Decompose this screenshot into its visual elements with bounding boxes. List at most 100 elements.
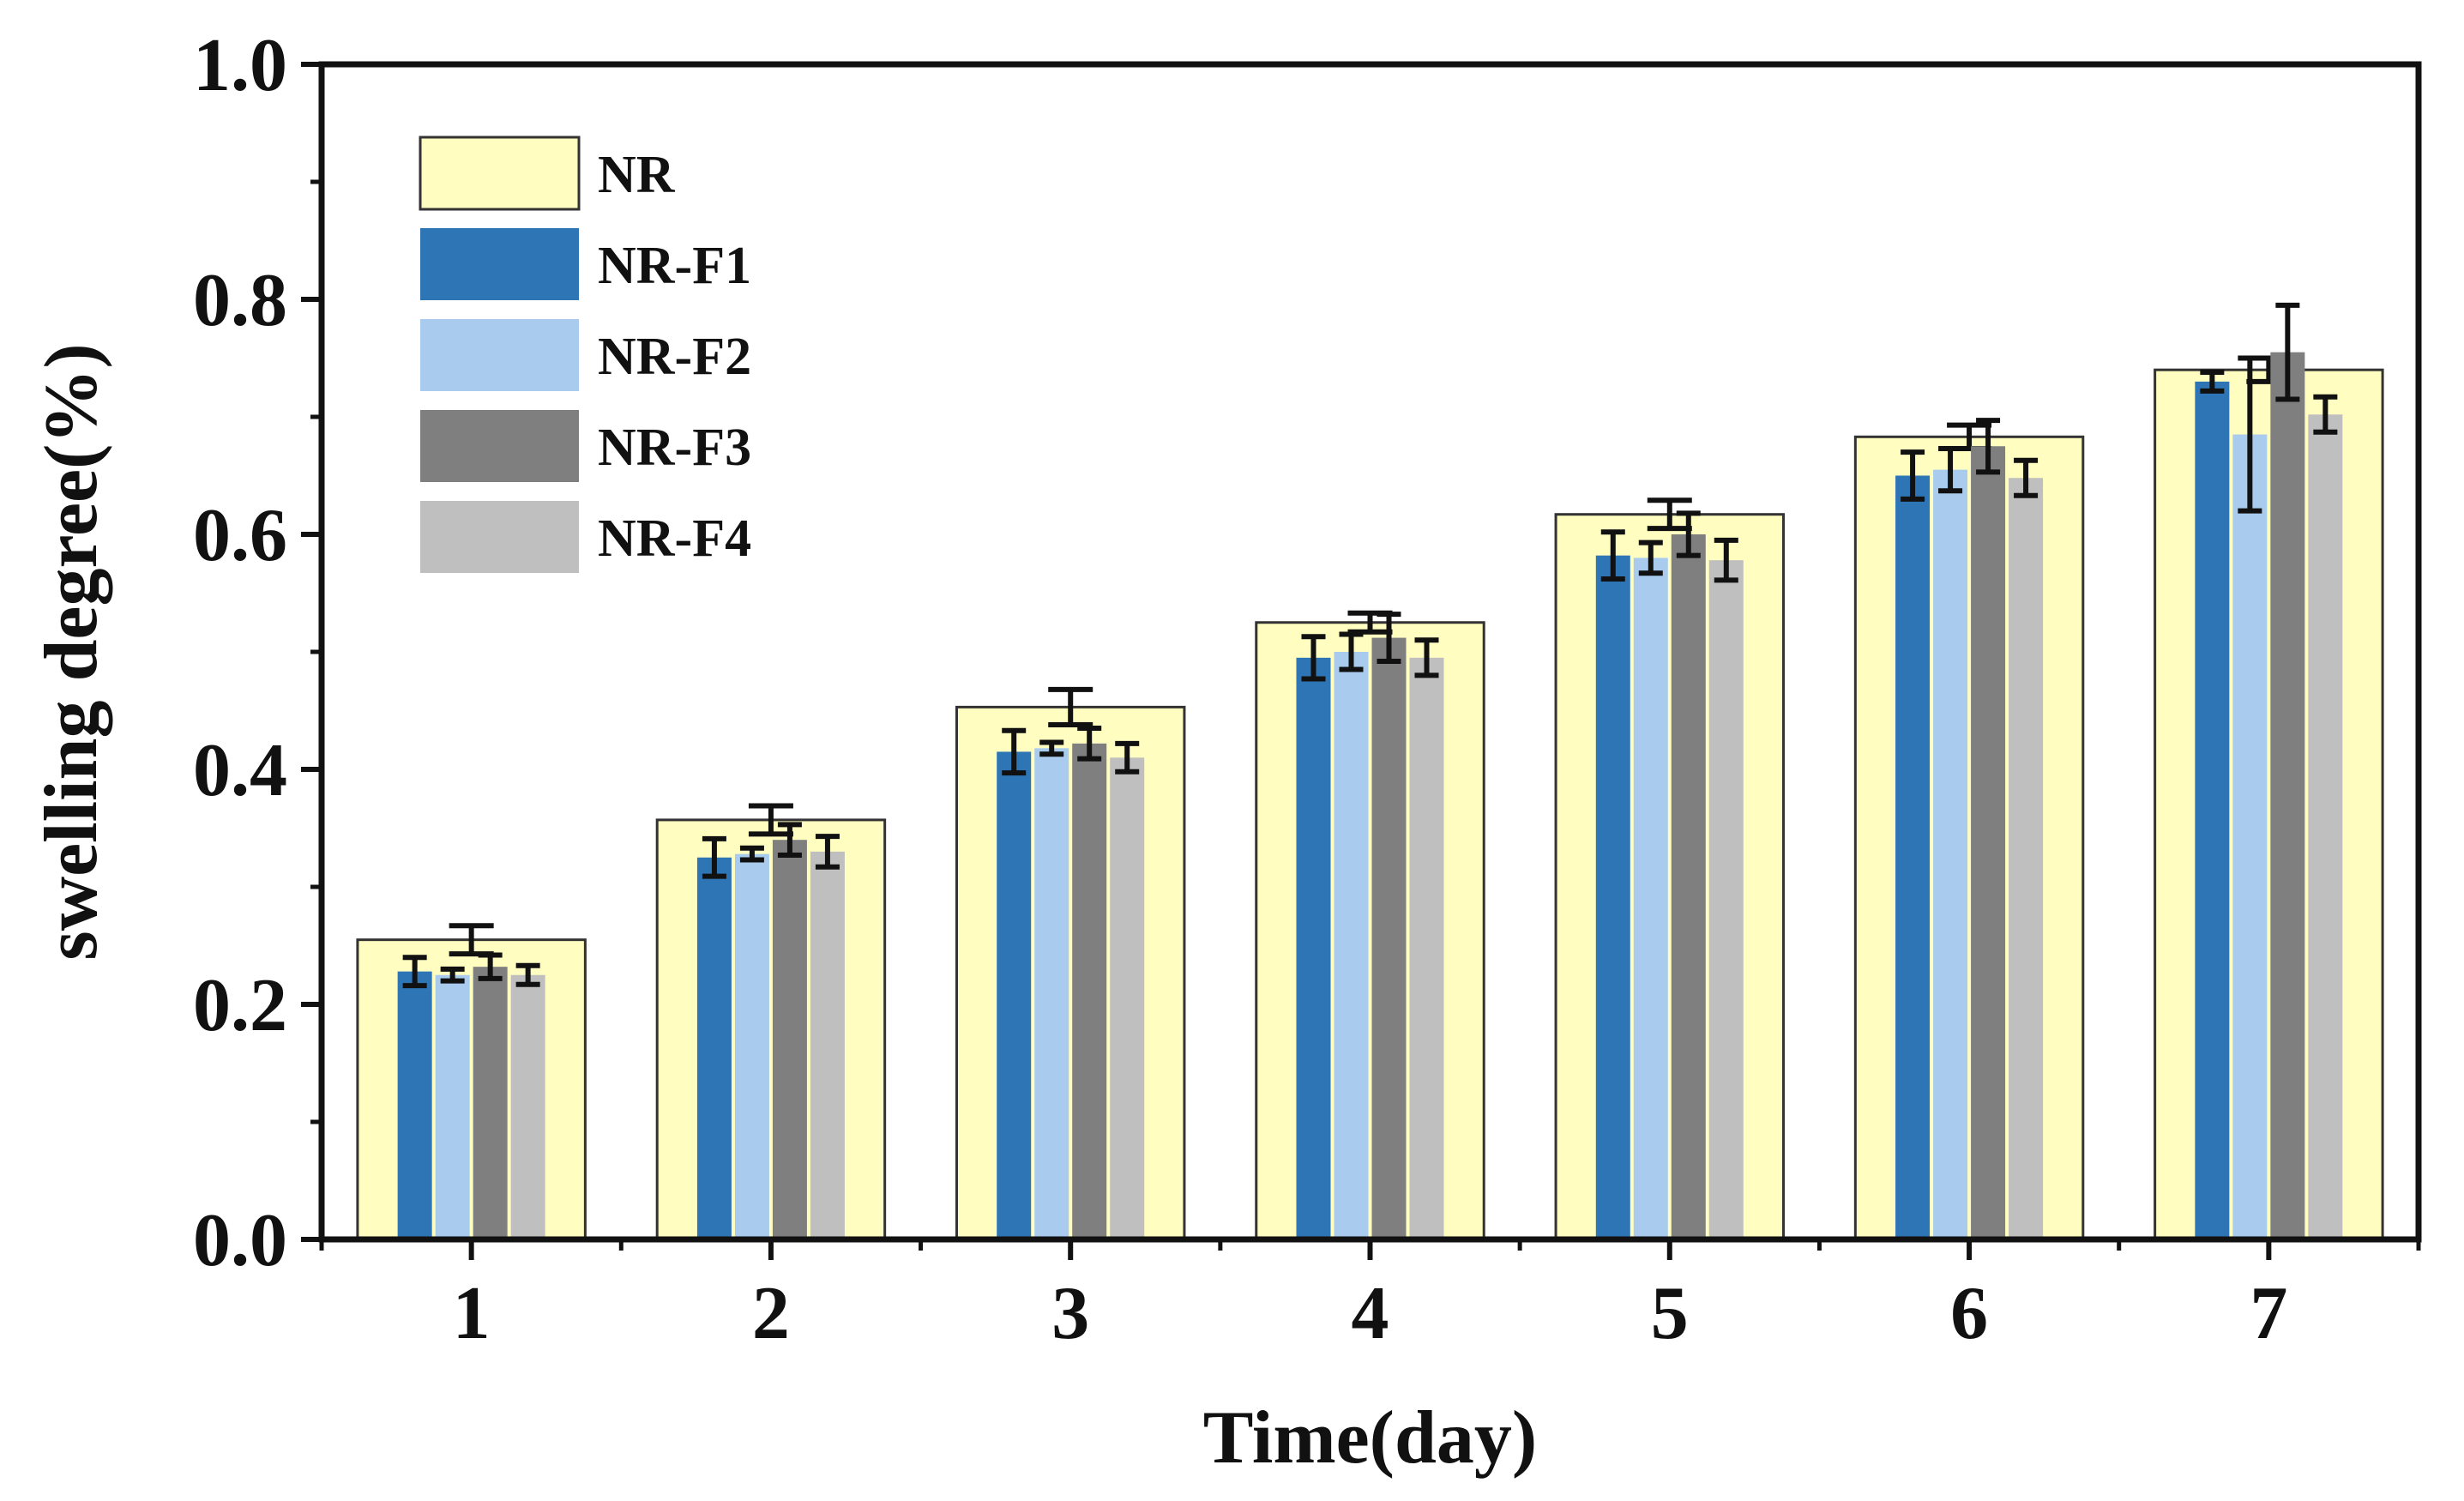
bar-nr-f2-day-3 (1034, 748, 1069, 1239)
errorbar-nr-f3-day-3 (1077, 726, 1102, 762)
bar-nr-f1-day-1 (397, 971, 432, 1239)
category-group-6 (1853, 418, 2085, 1241)
x-axis-title: Time(day) (1203, 1396, 1537, 1480)
errorbar-nr-f1-day-6 (1901, 449, 1925, 502)
bar-nr-day-4 (1255, 621, 1485, 1241)
bar-nr-f4-day-6 (2009, 478, 2044, 1239)
bar-nr-f3-day-1 (473, 967, 508, 1239)
bar-nr-f2-day-6 (1933, 469, 1968, 1239)
axes-layer: 0.0 0.2 0.4 0.6 0.8 1.0 1 2 3 4 5 6 7 (193, 24, 2422, 1355)
bar-nr-f2-day-4 (1334, 652, 1369, 1239)
bar-nr-f1-day-3 (997, 751, 1032, 1239)
legend-swatch-nr-f4 (420, 501, 579, 573)
x-tick-label-7: 7 (2250, 1272, 2287, 1355)
bar-nr-f3-day-2 (772, 840, 807, 1239)
bar-nr-day-6 (1853, 435, 2085, 1241)
category-group-7 (2154, 302, 2384, 1241)
y-tick-label-0.0: 0.0 (193, 1199, 287, 1282)
legend-swatch-nr-f1 (420, 228, 579, 300)
bar-nr-f4-day-1 (510, 974, 545, 1239)
y-tick-label-0.2: 0.2 (193, 964, 287, 1047)
errorbar-nr-f2-day-5 (1638, 540, 1663, 576)
legend-label-nr-f4: NR-F4 (598, 509, 751, 568)
legend-label-nr-f2: NR-F2 (598, 328, 751, 386)
y-tick-label-0.4: 0.4 (193, 729, 287, 812)
bar-nr-day-7 (2154, 368, 2384, 1241)
errorbar-nr-f2-day-1 (440, 966, 465, 984)
category-group-2 (655, 803, 887, 1241)
bar-nr-f2-day-1 (435, 974, 470, 1239)
bar-nr-f3-day-6 (1971, 446, 2006, 1239)
errorbar-nr-f2-day-6 (1938, 445, 1963, 494)
y-tick-label-1.0: 1.0 (193, 24, 287, 107)
errorbar-nr-f1-day-4 (1301, 634, 1326, 682)
bar-nr-day-3 (955, 705, 1186, 1241)
errorbar-nr-f3-day-7 (2275, 302, 2300, 402)
errorbar-nr-f4-day-1 (515, 962, 540, 987)
legend: NR NR-F1 NR-F2 NR-F3 NR-F4 (419, 136, 751, 573)
category-group-4 (1255, 610, 1485, 1241)
bar-nr-f1-day-4 (1296, 657, 1331, 1239)
bar-nr-day-5 (1554, 513, 1786, 1241)
errorbar-nr-f3-day-6 (1976, 418, 2001, 475)
y-tick-label-0.6: 0.6 (193, 494, 287, 577)
y-tick-label-0.8: 0.8 (193, 259, 287, 342)
errorbar-nr-f2-day-2 (739, 845, 764, 863)
legend-swatch-nr-f2 (420, 319, 579, 391)
legend-swatch-nr-f3 (420, 410, 579, 482)
bar-nr-f2-day-5 (1633, 558, 1668, 1239)
bar-nr-f1-day-2 (696, 857, 732, 1239)
bar-nr-f4-day-5 (1708, 560, 1744, 1239)
x-tick-label-5: 5 (1651, 1272, 1689, 1355)
bar-nr-f3-day-7 (2270, 352, 2305, 1239)
x-tick-label-4: 4 (1352, 1272, 1389, 1355)
legend-label-nr-f1: NR-F1 (598, 237, 751, 295)
x-tick-label-6: 6 (1950, 1272, 1988, 1355)
bar-nr-f1-day-7 (2195, 381, 2230, 1239)
bar-nr-f1-day-5 (1595, 555, 1630, 1239)
category-group-1 (356, 923, 587, 1241)
bar-nr-day-1 (356, 938, 587, 1241)
x-tick-label-2: 2 (752, 1272, 790, 1355)
errorbar-nr-f3-day-5 (1676, 510, 1701, 558)
errorbar-nr-f4-day-7 (2313, 394, 2338, 435)
bar-nr-f4-day-7 (2308, 414, 2343, 1239)
category-group-3 (955, 686, 1186, 1241)
errorbar-nr-f4-day-3 (1115, 740, 1140, 775)
errorbar-nr-f3-day-1 (478, 952, 503, 981)
legend-label-nr-f3: NR-F3 (598, 419, 751, 477)
errorbar-nr-day-2 (748, 803, 793, 837)
legend-swatch-nr (419, 136, 581, 211)
errorbar-nr-f2-day-3 (1039, 739, 1064, 757)
bar-nr-day-2 (655, 818, 887, 1241)
errorbar-nr-f1-day-7 (2200, 369, 2225, 394)
y-axis-title: swelling degree(%) (30, 343, 113, 960)
bar-nr-f3-day-5 (1671, 534, 1706, 1239)
x-tick-label-1: 1 (453, 1272, 491, 1355)
errorbar-nr-day-3 (1048, 686, 1093, 727)
bar-nr-f2-day-2 (734, 853, 769, 1239)
errorbar-nr-day-5 (1647, 497, 1692, 532)
errorbar-nr-f4-day-5 (1714, 537, 1738, 583)
legend-label-nr: NR (598, 146, 676, 204)
errorbar-nr-f4-day-4 (1414, 637, 1439, 678)
bar-nr-f4-day-4 (1409, 657, 1444, 1239)
errorbar-nr-f2-day-7 (2238, 355, 2262, 514)
bar-nr-f1-day-6 (1895, 475, 1931, 1239)
errorbar-nr-f1-day-3 (1002, 727, 1027, 776)
errorbar-nr-f4-day-6 (2014, 457, 2039, 498)
category-group-5 (1554, 497, 1786, 1241)
errorbar-nr-f4-day-2 (815, 834, 840, 870)
x-tick-label-3: 3 (1051, 1272, 1089, 1355)
bar-nr-f4-day-2 (810, 851, 845, 1239)
bar-nr-f3-day-4 (1371, 637, 1407, 1239)
errorbar-nr-f1-day-1 (402, 955, 427, 989)
errorbar-nr-f1-day-2 (702, 835, 726, 879)
errorbar-nr-f3-day-2 (777, 822, 802, 859)
bars-layer (356, 302, 2384, 1241)
errorbar-nr-f1-day-5 (1600, 529, 1625, 582)
bar-nr-f2-day-7 (2232, 434, 2268, 1239)
bar-nr-f4-day-3 (1110, 757, 1145, 1239)
errorbar-nr-f2-day-4 (1339, 631, 1364, 672)
